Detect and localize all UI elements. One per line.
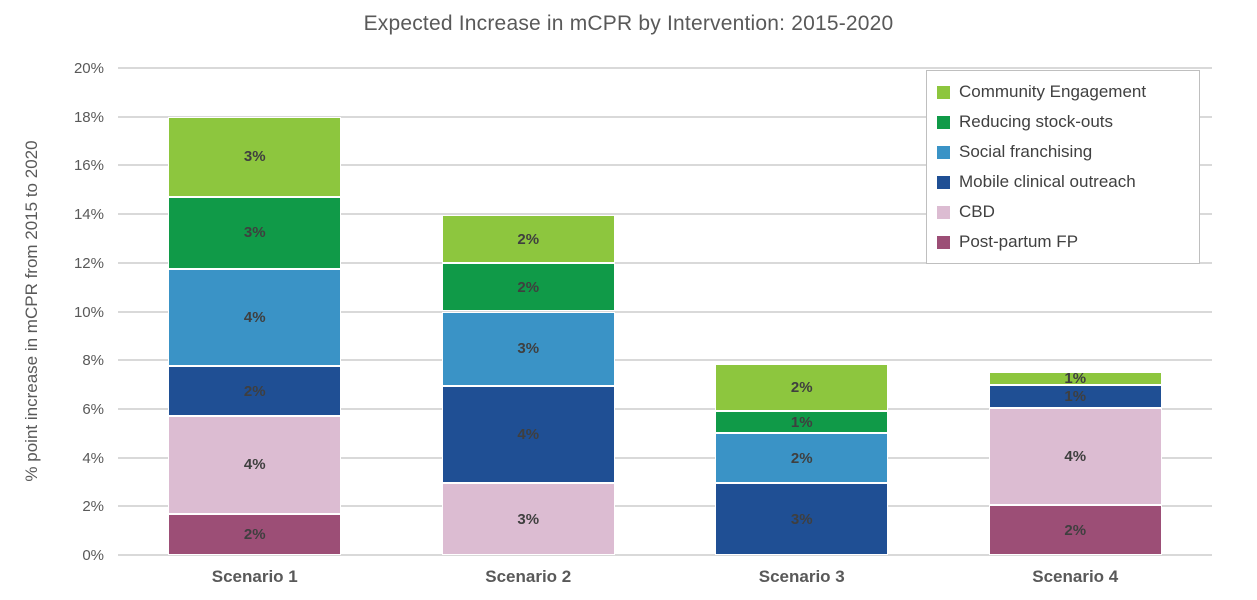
- gridline: [118, 115, 1212, 118]
- legend-swatch-icon: [937, 175, 950, 189]
- gridline: [118, 164, 1212, 167]
- gridline: [118, 310, 1212, 313]
- bar-segment-label: 3%: [517, 340, 540, 358]
- bar-segment-label: 3%: [517, 510, 540, 528]
- bar-segment-label: 2%: [243, 382, 266, 400]
- legend-item: Reducing stock-outs: [937, 107, 1199, 137]
- bar-segment-label: 3%: [790, 510, 813, 528]
- y-tick-label: 20%: [73, 60, 104, 77]
- bar-segment-label: 2%: [790, 449, 813, 467]
- x-axis-label: Scenario 3: [758, 567, 845, 586]
- bar-segment-label: 4%: [243, 309, 266, 327]
- bar-segment-label: 4%: [1064, 447, 1087, 465]
- gridline: [118, 505, 1212, 508]
- legend-swatch-icon: [937, 115, 950, 129]
- bar-segment: 1%: [988, 369, 1162, 387]
- bar-segment-label: 2%: [517, 278, 540, 296]
- bar-segment: 1%: [988, 384, 1162, 408]
- legend-swatch-icon: [937, 205, 950, 219]
- bar-segment: 3%: [715, 483, 889, 555]
- bar-segment-label: 2%: [243, 525, 266, 543]
- bar-segment-label: 3%: [243, 148, 266, 166]
- bar-segment-label: 1%: [1064, 369, 1087, 387]
- bar-segment: 2%: [715, 433, 889, 484]
- y-tick-label: 0%: [82, 547, 104, 564]
- y-tick-label: 2%: [82, 498, 104, 516]
- legend-label: Reducing stock-outs: [959, 112, 1114, 131]
- bar-segment: 4%: [168, 268, 342, 367]
- bar-segment-label: 2%: [517, 230, 540, 248]
- y-tick-label: 14%: [73, 206, 104, 224]
- legend-label: Post-partum FP: [959, 232, 1079, 251]
- bar-segment-label: 4%: [243, 456, 266, 474]
- bar-segment: 4%: [441, 385, 615, 484]
- gridline: [118, 359, 1212, 362]
- y-tick-label: 12%: [73, 254, 104, 272]
- y-tick-label: 16%: [73, 157, 104, 175]
- bar-segment-label: 3%: [243, 224, 266, 242]
- bar-segment: 2%: [168, 366, 342, 417]
- bar-segment-label: 1%: [790, 413, 813, 431]
- bar-segment-label: 1%: [1064, 387, 1087, 405]
- bar-segment-label: 4%: [517, 425, 540, 443]
- legend-item: Post-partum FP: [937, 227, 1199, 257]
- bar-segment: 1%: [715, 411, 889, 434]
- bar-segment: 3%: [168, 197, 342, 269]
- plot-area: 2% 4% 2% 4% 3% 3% 3% 4% 3% 2% 2% 3% 2% 1% 2% 2% 4% 1% 1%: [118, 67, 1212, 556]
- bar-segment: 4%: [168, 416, 342, 514]
- bar-segment: 2%: [168, 513, 342, 555]
- bar-segment: 3%: [441, 311, 615, 386]
- y-tick-label: 10%: [73, 303, 104, 321]
- bar-segment: 2%: [441, 262, 615, 312]
- legend-label: Mobile clinical outreach: [959, 172, 1136, 191]
- gridline: [118, 67, 1212, 69]
- bar-segment-label: 2%: [790, 379, 813, 397]
- legend: Community Engagement Reducing stock-outs S…: [926, 70, 1200, 264]
- bar-segment: 2%: [441, 215, 615, 263]
- legend-label: Community Engagement: [959, 82, 1147, 101]
- y-tick-label: 6%: [82, 400, 104, 418]
- bar-segment: 4%: [988, 407, 1162, 506]
- bar-segment: 3%: [168, 116, 342, 198]
- legend-item: CBD: [937, 197, 1199, 227]
- legend-swatch-icon: [937, 235, 950, 249]
- x-axis-label: Scenario 1: [211, 567, 298, 586]
- x-axis-label: Scenario 2: [485, 567, 572, 586]
- legend-label: CBD: [959, 202, 995, 221]
- legend-swatch-icon: [937, 85, 950, 99]
- bar-segment: 2%: [715, 363, 889, 412]
- legend-label: Social franchising: [959, 142, 1093, 161]
- gridline: [118, 554, 1212, 556]
- x-axis-label: Scenario 4: [1032, 567, 1119, 586]
- legend-item: Social franchising: [937, 137, 1199, 167]
- gridline: [118, 213, 1212, 216]
- gridline: [118, 407, 1212, 410]
- legend-item: Mobile clinical outreach: [937, 167, 1199, 197]
- chart-title: Expected Increase in mCPR by Interventio…: [363, 12, 894, 35]
- legend-item: Community Engagement: [937, 77, 1199, 107]
- gridline: [118, 456, 1212, 459]
- y-tick-label: 4%: [82, 449, 104, 467]
- y-tick-label: 18%: [73, 108, 104, 126]
- gridline: [118, 261, 1212, 264]
- y-tick-label: 8%: [82, 352, 104, 370]
- bar-segment: 2%: [988, 505, 1162, 555]
- bar-segment-label: 2%: [1064, 521, 1087, 539]
- bar-segment: 3%: [441, 483, 615, 555]
- legend-swatch-icon: [937, 145, 950, 159]
